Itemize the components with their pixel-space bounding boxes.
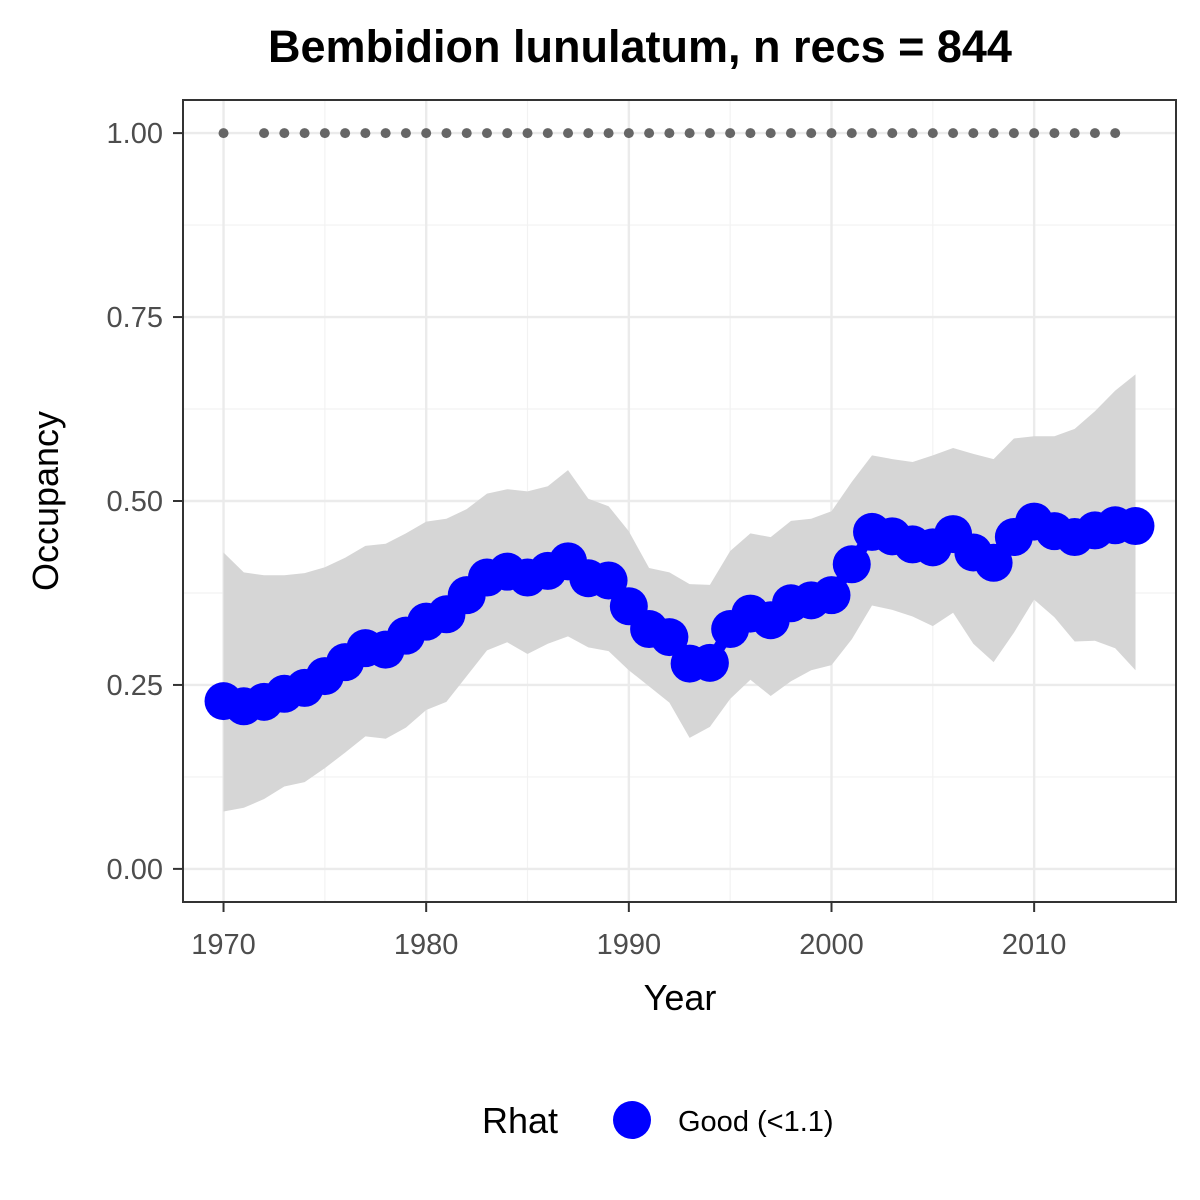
legend: Rhat Good (<1.1) (482, 1100, 834, 1141)
y-tick-label: 0.75 (107, 302, 163, 334)
x-tick-label: 2000 (799, 929, 864, 961)
occupancy-point (832, 545, 871, 584)
confidence-ribbon-layer (223, 374, 1136, 812)
occupancy-point (589, 561, 628, 600)
record-dot (644, 128, 655, 139)
record-dots-layer (218, 128, 1121, 139)
occupancy-point (650, 618, 689, 657)
y-tick-label: 0.50 (107, 486, 163, 518)
record-dot (948, 128, 959, 139)
y-tick-label: 0.25 (107, 670, 163, 702)
occupancy-point (974, 543, 1013, 582)
record-dot (380, 128, 391, 139)
record-dot (421, 128, 432, 139)
record-dot (1008, 128, 1019, 139)
chart-title: Bembidion lunulatum, n recs = 844 (268, 21, 1012, 72)
record-dot (826, 128, 837, 139)
record-dot (887, 128, 898, 139)
legend-key-good (613, 1101, 651, 1139)
occupancy-points-layer (204, 502, 1155, 726)
y-tick-label: 0.00 (107, 854, 163, 886)
occupancy-point (1116, 507, 1155, 546)
record-dot (725, 128, 736, 139)
x-tick-label: 1970 (191, 929, 256, 961)
record-dot (481, 128, 492, 139)
record-dot (988, 128, 999, 139)
record-dot (968, 128, 979, 139)
record-dot (785, 128, 796, 139)
record-dot (623, 128, 634, 139)
legend-title: Rhat (482, 1100, 558, 1141)
record-dot (603, 128, 614, 139)
record-dot (259, 128, 270, 139)
record-dot (299, 128, 310, 139)
record-dot (745, 128, 756, 139)
record-dot (806, 128, 817, 139)
record-dot (563, 128, 574, 139)
record-dot (846, 128, 857, 139)
x-tick-label: 1980 (394, 929, 459, 961)
record-dot (522, 128, 533, 139)
occupancy-point (812, 576, 851, 615)
record-dot (1049, 128, 1060, 139)
record-dot (1069, 128, 1080, 139)
record-dot (319, 128, 330, 139)
y-tick-label: 1.00 (107, 118, 163, 150)
x-tick-label: 2010 (1002, 929, 1067, 961)
record-dot (502, 128, 513, 139)
record-dot (583, 128, 594, 139)
record-dot (927, 128, 938, 139)
confidence-ribbon (223, 374, 1136, 812)
record-dot (360, 128, 371, 139)
record-dot (1029, 128, 1040, 139)
record-dot (765, 128, 776, 139)
record-dot (461, 128, 472, 139)
record-dot (279, 128, 290, 139)
record-dot (664, 128, 675, 139)
record-dot (340, 128, 351, 139)
legend-label-good: Good (<1.1) (678, 1106, 834, 1138)
record-dot (441, 128, 452, 139)
x-tick-label: 1990 (597, 929, 662, 961)
record-dot (907, 128, 918, 139)
record-dot (542, 128, 553, 139)
occupancy-point (690, 643, 729, 682)
x-axis: 1970 1980 1990 2000 2010 (191, 902, 1066, 961)
record-dot (400, 128, 411, 139)
record-dot (218, 128, 229, 139)
record-dot (684, 128, 695, 139)
record-dot (704, 128, 715, 139)
record-dot (1110, 128, 1121, 139)
y-axis: 0.00 0.25 0.50 0.75 1.00 (107, 118, 183, 886)
record-dot (1089, 128, 1100, 139)
record-dot (867, 128, 878, 139)
x-axis-title: Year (644, 977, 717, 1018)
y-axis-title: Occupancy (25, 411, 66, 591)
